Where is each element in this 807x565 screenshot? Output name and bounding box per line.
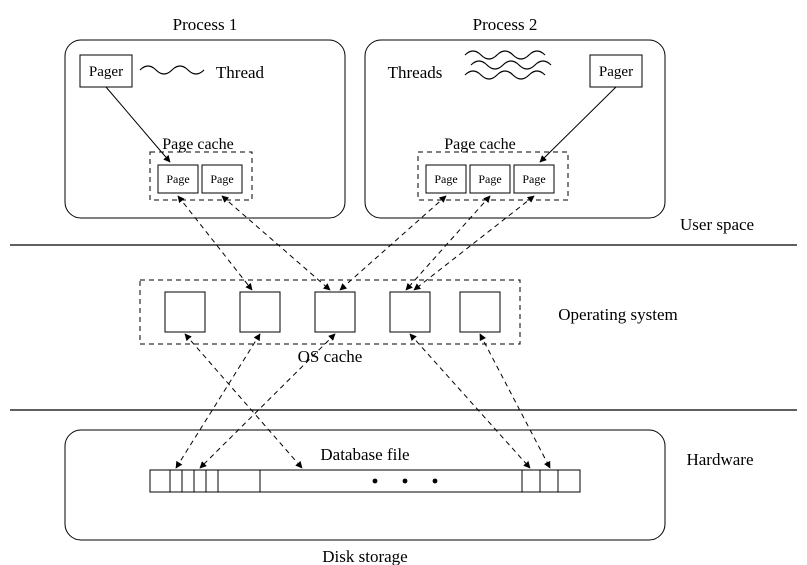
arrow xyxy=(106,87,170,162)
arrow xyxy=(178,196,252,290)
pager-label: Pager xyxy=(599,64,633,80)
os-cache-box xyxy=(140,280,520,344)
page-cache-label: Page cache xyxy=(162,136,234,153)
thread-wave-icon xyxy=(471,61,551,69)
page-label: Page xyxy=(478,172,501,186)
hardware-label: Hardware xyxy=(686,450,753,469)
os-cache-block xyxy=(390,292,430,332)
arrow xyxy=(414,196,534,290)
process-title: Process 2 xyxy=(473,15,538,34)
pager-label: Pager xyxy=(89,64,123,80)
thread-wave-icon xyxy=(465,51,545,59)
os-cache-label: OS cache xyxy=(298,347,363,366)
os-cache-block xyxy=(315,292,355,332)
arrow xyxy=(410,334,530,468)
arrow xyxy=(340,196,446,290)
thread-label: Thread xyxy=(216,63,265,82)
database-file-box xyxy=(150,470,580,492)
operating-system-label: Operating system xyxy=(558,305,677,324)
arrow xyxy=(200,334,335,468)
process-title: Process 1 xyxy=(173,15,238,34)
arrow xyxy=(480,334,550,468)
os-cache-block xyxy=(165,292,205,332)
ellipsis-dot-icon xyxy=(433,479,438,484)
thread-label: Threads xyxy=(388,63,443,82)
page-cache-label: Page cache xyxy=(444,136,516,153)
arrow xyxy=(185,334,302,468)
arrow xyxy=(176,334,260,468)
disk-storage-label: Disk storage xyxy=(322,547,407,565)
page-label: Page xyxy=(210,172,233,186)
page-label: Page xyxy=(522,172,545,186)
os-cache-block xyxy=(240,292,280,332)
user-space-label: User space xyxy=(680,215,754,234)
thread-wave-icon xyxy=(465,71,545,79)
arrow xyxy=(406,196,490,290)
os-cache-block xyxy=(460,292,500,332)
arrow xyxy=(540,87,616,162)
thread-wave-icon xyxy=(140,66,204,74)
ellipsis-dot-icon xyxy=(373,479,378,484)
page-label: Page xyxy=(434,172,457,186)
database-file-label: Database file xyxy=(320,445,409,464)
page-label: Page xyxy=(166,172,189,186)
arrow xyxy=(222,196,330,290)
ellipsis-dot-icon xyxy=(403,479,408,484)
